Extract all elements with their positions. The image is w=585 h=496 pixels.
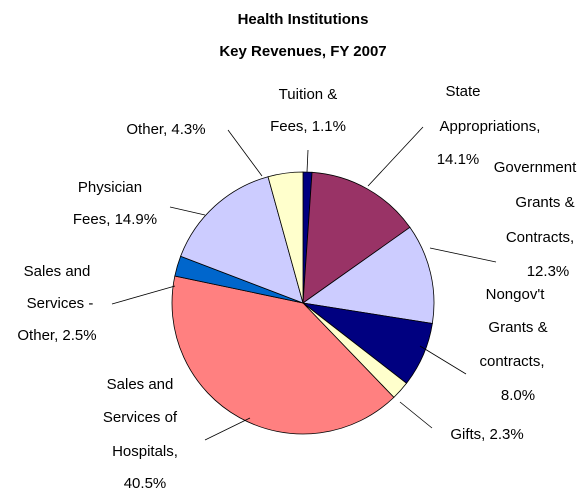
slice-label: Services of [103,409,178,426]
slice-label: Fees, 1.1% [270,118,346,135]
slice-label: Fees, 14.9% [73,211,157,228]
pie-slice [171,275,395,435]
slice-label: Sales and [107,376,174,393]
leader-line [227,129,263,177]
leader-line [169,206,206,216]
pie-slice [180,176,304,304]
pie-slice [267,171,304,304]
leader-line [419,345,467,375]
leader-line [111,285,176,305]
slice-label: Tuition & [279,86,338,103]
slice-label: Grants & [488,319,547,336]
slice-label: 14.1% [437,151,480,168]
slice-label: Gifts, 2.3% [450,426,523,443]
slice-label: Services - [27,295,94,312]
slice-label: Physician [78,179,142,196]
slice-label: Other, 2.5% [17,327,96,344]
leader-line [367,126,424,187]
leader-line [306,149,309,173]
slice-label: Other, 4.3% [126,121,205,138]
chart-title: Health Institutions [238,11,369,28]
slice-label: Government [494,159,577,176]
pie-slice [302,171,411,304]
slice-label: Sales and [24,263,91,280]
slice-label: Grants & [515,194,574,211]
slice-label: Nongov't [486,286,546,303]
slice-label: 12.3% [527,263,570,280]
slice-label: Contracts, [506,229,574,246]
slice-label: State [445,83,480,100]
slice-label: Appropriations, [440,118,541,135]
chart-title: Key Revenues, FY 2007 [219,43,386,60]
slice-label: Hospitals, [112,443,178,460]
leader-line [399,401,433,429]
leader-line [429,247,497,263]
slice-label: 8.0% [501,387,535,404]
slice-label: 40.5% [124,475,167,492]
leader-line [204,417,251,441]
pie-slice [301,226,435,324]
slice-label: contracts, [479,353,544,370]
